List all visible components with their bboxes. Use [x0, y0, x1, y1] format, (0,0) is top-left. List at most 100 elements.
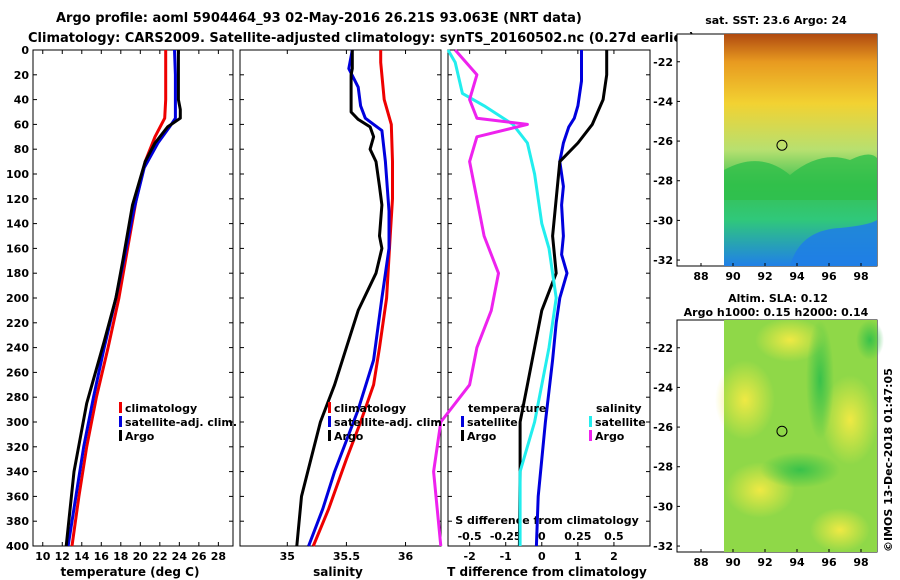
map-x-tick-label: 88 — [693, 556, 708, 569]
salinity-axis-label: salinity — [313, 565, 363, 579]
depth-tick-labels: 0 20 40 60 80 100 120 140 160 180 200 220 240 260 280 3… — [6, 44, 29, 553]
legend-swatch-satellite — [119, 416, 122, 427]
depth-tick-label: 280 — [6, 391, 29, 404]
sla-argo-position-marker — [776, 425, 788, 437]
legend-label-satellite: satellite-adj. clim. — [334, 416, 446, 429]
tick-marks — [33, 49, 650, 547]
x-tick-label: 35.5 — [333, 550, 360, 563]
map-y-tick-label: -24 — [653, 95, 673, 108]
sst-argo-position-marker — [776, 139, 788, 151]
map-x-tick-label: 90 — [725, 270, 741, 283]
legend-label-temperature-argo: Argo — [467, 430, 497, 443]
series-line-satellite-adj-clim- — [66, 49, 177, 547]
legend-label-climatology: climatology — [125, 402, 197, 415]
legend-swatch-argo — [328, 430, 331, 441]
x-tick-label: 10 — [35, 550, 51, 563]
difference-x-ticks: -2 -1 0 1 2 — [464, 50, 618, 563]
map-y-tick-label: -32 — [653, 540, 673, 553]
x-tick-label: 12 — [55, 550, 70, 563]
legend-swatch-climatology — [119, 402, 122, 413]
temperature-panel-frame — [32, 49, 234, 547]
legend-title-salinity: salinity — [596, 402, 642, 415]
map-x-tick-label: 94 — [789, 556, 805, 569]
depth-tick-label: 220 — [6, 317, 29, 330]
map-y-tick-label: -28 — [653, 461, 673, 474]
difference-panel-frame — [447, 49, 651, 547]
s-diff-tick-label: 0.25 — [564, 530, 591, 543]
figure-title-line2: Climatology: CARS2009. Satellite-adjuste… — [28, 31, 695, 46]
salinity-legend: climatology satellite-adj. clim. Argo — [328, 402, 446, 443]
map-x-tick-label: 98 — [853, 270, 868, 283]
map-x-tick-label: 90 — [725, 556, 741, 569]
x-tick-label: 24 — [172, 550, 188, 563]
legend-swatch-temperature-satellite — [461, 416, 464, 427]
x-tick-label: 35 — [280, 550, 295, 563]
s-diff-tick-label: -0.25 — [490, 530, 522, 543]
legend-swatch-climatology — [328, 402, 331, 413]
sla-map-title: Altim. SLA: 0.12 — [728, 292, 828, 305]
x-tick-label: 1 — [574, 550, 582, 563]
temperature-legend: climatology satellite-adj. clim. Argo — [119, 402, 237, 443]
legend-swatch-salinity-satellite — [589, 416, 592, 427]
figure-title-line1: Argo profile: aoml 5904464_93 02-May-201… — [56, 11, 582, 26]
sla-blob — [755, 318, 825, 362]
depth-tick-label: 240 — [6, 342, 29, 355]
series-line-climatology — [311, 50, 394, 547]
map-x-tick-label: 92 — [757, 270, 772, 283]
depth-tick-label: 120 — [6, 193, 29, 206]
x-tick-label: 16 — [94, 550, 110, 563]
x-tick-label: -2 — [464, 550, 476, 563]
depth-tick-label: 100 — [6, 168, 29, 181]
series-line-satellite-adj-clim- — [307, 49, 391, 547]
map-x-tick-label: 98 — [853, 556, 868, 569]
map-y-tick-label: -30 — [653, 214, 673, 227]
map-y-tick-label: -22 — [653, 342, 673, 355]
depth-tick-label: 180 — [6, 267, 29, 280]
depth-tick-label: 320 — [6, 441, 29, 454]
s-diff-tick-label: -0.5 — [458, 530, 482, 543]
depth-tick-label: 40 — [14, 94, 30, 107]
depth-tick-label: 380 — [6, 515, 29, 528]
map-y-tick-label: -24 — [653, 381, 673, 394]
map-y-tick-label: -26 — [653, 135, 673, 148]
map-x-tick-label: 94 — [789, 270, 805, 283]
x-tick-label: 22 — [152, 550, 167, 563]
depth-tick-label: 360 — [6, 490, 29, 503]
legend-swatch-temperature-argo — [461, 430, 464, 441]
difference-legend: temperature satellite Argo salinity sate… — [461, 402, 646, 443]
x-tick-label: 28 — [211, 550, 226, 563]
map-x-tick-label: 96 — [821, 556, 837, 569]
map-x-tick-label: 92 — [757, 556, 772, 569]
profile-series — [64, 49, 609, 547]
sla-blob — [760, 452, 840, 488]
series-line-argo — [64, 50, 182, 547]
sla-heatmap — [715, 318, 884, 552]
sla-blob — [715, 360, 775, 440]
sla-blob — [822, 375, 878, 465]
legend-label-salinity-argo: Argo — [595, 430, 625, 443]
map-y-tick-label: -28 — [653, 175, 673, 188]
depth-tick-label: 80 — [14, 143, 30, 156]
x-tick-label: 2 — [610, 550, 618, 563]
depth-tick-label: 0 — [21, 44, 29, 57]
depth-tick-label: 340 — [6, 466, 29, 479]
s-diff-tick-label: 0 — [538, 530, 546, 543]
map-y-tick-label: -30 — [653, 500, 673, 513]
sst-map-ticks: 88 90 92 94 96 98 -22 -24 -26 -28 -30 -32 — [653, 56, 869, 283]
s-diff-tick-label: 0.5 — [604, 530, 624, 543]
legend-label-salinity-satellite: satellite — [595, 416, 646, 429]
series-line-temperature-argo — [517, 50, 609, 547]
sla-blob — [856, 320, 884, 360]
sst-cool-band — [724, 154, 877, 200]
map-y-tick-label: -32 — [653, 254, 673, 267]
x-tick-label: 0 — [538, 550, 546, 563]
depth-tick-label: 400 — [6, 540, 29, 553]
depth-tick-label: 200 — [6, 292, 29, 305]
salinity-x-ticks: 35 35.5 36 — [280, 50, 414, 563]
legend-label-argo: Argo — [334, 430, 364, 443]
map-y-tick-label: -22 — [653, 56, 673, 69]
series-line-temperature-satellite — [534, 50, 583, 547]
x-tick-label: -1 — [500, 550, 512, 563]
salinity-difference-ticks: -0.5 -0.25 0 0.25 0.5 — [458, 530, 624, 543]
